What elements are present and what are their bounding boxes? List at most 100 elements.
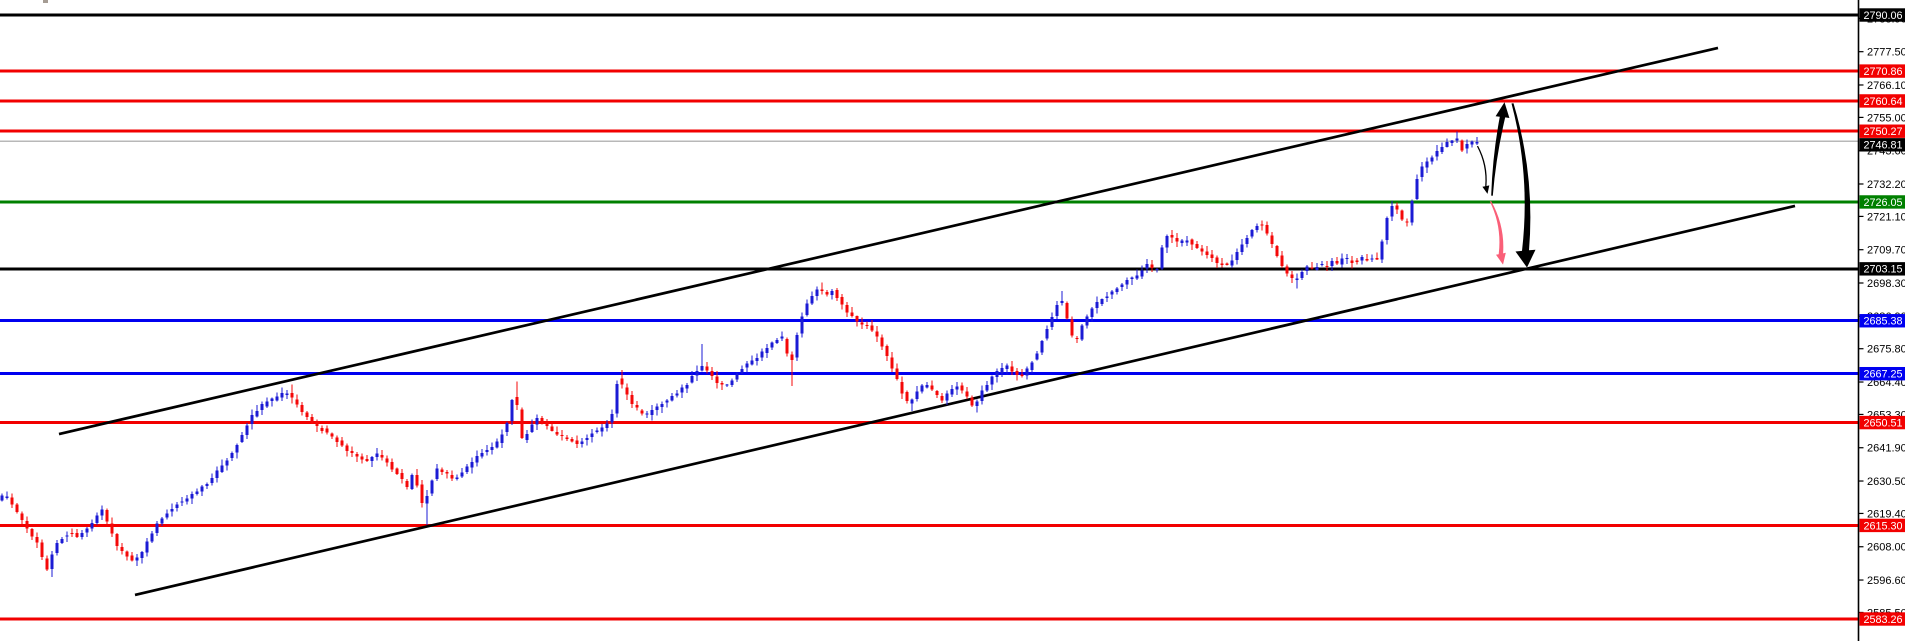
axis-tick-mark (1858, 381, 1864, 383)
candle (490, 442, 494, 455)
candle (675, 390, 679, 398)
price-badge (1859, 366, 1905, 381)
candle (825, 290, 829, 297)
price-badge-label: 2760.64 (1863, 96, 1902, 108)
candle (275, 392, 279, 402)
price-badge-label: 2650.51 (1863, 417, 1902, 429)
candle (160, 517, 164, 527)
candle (1385, 216, 1389, 245)
candle (860, 317, 864, 330)
annotations (1476, 102, 1536, 268)
candle (1240, 239, 1244, 255)
trend-channel (58, 46, 1796, 597)
projection-up-arrow[interactable] (1491, 102, 1510, 196)
candle (1455, 131, 1459, 143)
candle (75, 528, 79, 538)
candle (965, 387, 969, 400)
price-badge-label: 2750.27 (1863, 126, 1902, 138)
candle (945, 390, 949, 406)
candle (1140, 265, 1144, 280)
price-axis: 2788.902777.502766.102755.002743.602732.… (1857, 0, 1905, 641)
candle (560, 430, 564, 441)
candle (925, 381, 929, 389)
projection-pink-arrow[interactable] (1489, 201, 1506, 265)
candle (540, 416, 544, 425)
candle (750, 355, 754, 366)
candle (130, 552, 134, 562)
candle (590, 429, 594, 443)
candle (370, 456, 374, 468)
candle (410, 473, 414, 490)
candle (510, 399, 514, 426)
candle (660, 401, 664, 414)
candle (835, 288, 839, 302)
candle (1315, 262, 1319, 271)
price-badge-label: 2685.38 (1863, 316, 1902, 328)
candle (690, 371, 694, 384)
candle (95, 512, 99, 525)
candle (1370, 254, 1374, 263)
candle (740, 365, 744, 375)
candle (1205, 245, 1209, 259)
candle (245, 422, 249, 439)
price-badge (1859, 314, 1905, 328)
candle (950, 384, 954, 398)
candle (1305, 264, 1309, 275)
candle (1145, 258, 1149, 273)
candle (500, 429, 504, 449)
candle (1235, 248, 1239, 265)
candle (1245, 234, 1249, 248)
candle (900, 376, 904, 399)
candle (1070, 316, 1074, 338)
candle (890, 352, 894, 373)
candle (295, 394, 299, 408)
channel-lower-line[interactable] (134, 204, 1796, 597)
candle (460, 468, 464, 479)
candle (760, 348, 764, 361)
candle (155, 520, 159, 537)
candle (810, 291, 814, 306)
candle (1345, 254, 1349, 264)
axis-tick-label: 2777.50 (1867, 47, 1905, 59)
candle (1215, 255, 1219, 269)
projection-down-arrow[interactable] (1511, 103, 1536, 268)
candle (1180, 239, 1184, 247)
candle (250, 409, 254, 430)
candle (430, 479, 434, 497)
axis-tick-label: 2641.90 (1867, 443, 1905, 455)
candle (205, 482, 209, 490)
candle (230, 451, 234, 461)
price-badge (1859, 415, 1905, 430)
candle (1220, 258, 1224, 268)
axis-tick-mark (1858, 282, 1864, 284)
candle (1365, 254, 1369, 262)
candle (665, 399, 669, 408)
channel-upper-line[interactable] (58, 46, 1719, 436)
candle (300, 402, 304, 416)
candle (735, 372, 739, 383)
candle (850, 307, 854, 318)
candle (1210, 250, 1214, 263)
candle (125, 550, 129, 561)
candle (1200, 244, 1204, 256)
candle (1035, 350, 1039, 361)
price-badge-label: 2615.30 (1863, 520, 1902, 532)
candle (495, 438, 499, 449)
candle (1165, 234, 1169, 254)
candle (575, 435, 579, 449)
candle (960, 382, 964, 394)
candle (615, 380, 619, 418)
candle (1005, 363, 1009, 375)
candle (725, 383, 729, 388)
candle (380, 449, 384, 461)
candle (100, 505, 104, 520)
candle (1110, 289, 1114, 299)
candle (85, 526, 89, 537)
candle (305, 411, 309, 421)
retrace-line-arrow[interactable] (1476, 145, 1490, 194)
candle (1335, 257, 1339, 266)
candle (315, 419, 319, 433)
screen-artifact (43, 0, 48, 3)
candle (840, 293, 844, 310)
